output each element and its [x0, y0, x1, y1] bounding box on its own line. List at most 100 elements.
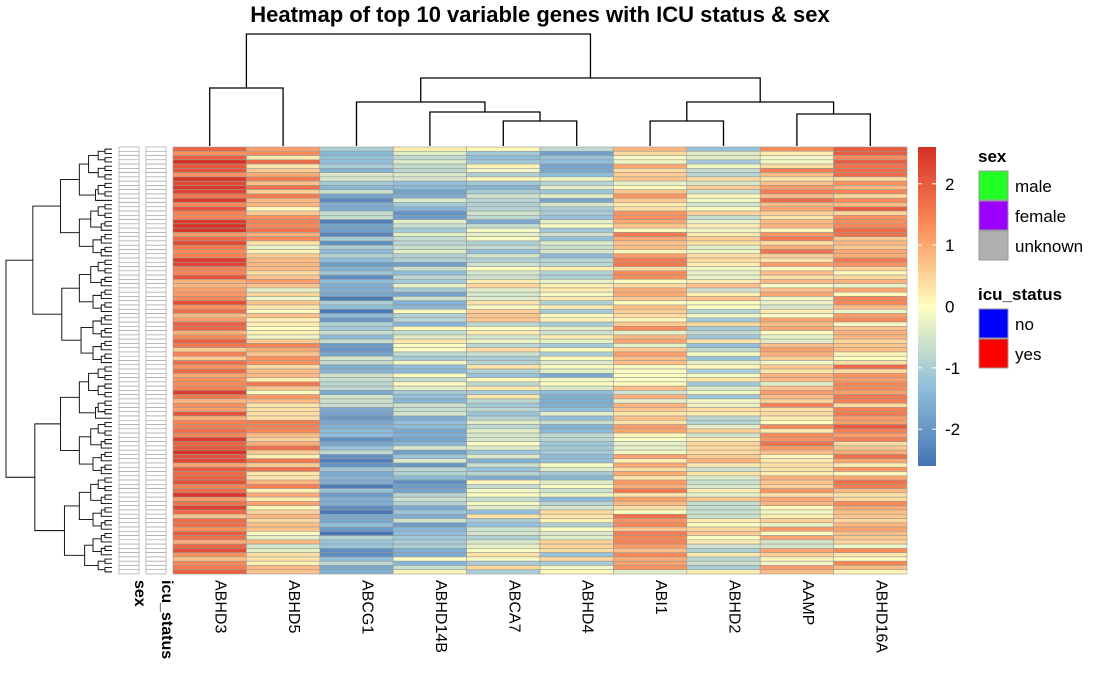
annotation-cell-sex — [118, 360, 140, 366]
heatmap-cell — [172, 402, 247, 408]
heatmap-cell — [246, 381, 321, 387]
heatmap-cell — [172, 526, 247, 532]
annotation-cell-icu_status — [145, 424, 167, 430]
annotation-cell-sex — [118, 313, 140, 319]
heatmap-cell — [319, 172, 394, 178]
heatmap-cell — [686, 355, 761, 361]
heatmap-cell — [246, 530, 321, 536]
heatmap-cell — [539, 321, 614, 327]
heatmap-cell — [686, 454, 761, 460]
annotation-cell-icu_status — [145, 338, 167, 344]
heatmap-cell — [466, 193, 541, 199]
annotation-cell-icu_status — [145, 373, 167, 378]
heatmap-cell — [759, 193, 834, 199]
heatmap-cell — [246, 176, 321, 182]
dendrogram-branch — [104, 451, 112, 458]
annotation-cell-icu_status — [145, 253, 167, 259]
heatmap-cell — [759, 159, 834, 165]
heatmap-cell — [833, 428, 908, 434]
heatmap-cell — [759, 501, 834, 506]
heatmap-cell — [833, 330, 908, 336]
scale-tick-label: 0 — [945, 298, 954, 317]
heatmap-cell — [466, 411, 541, 417]
annotation-cell-sex — [118, 223, 140, 229]
annotation-cell-icu_status — [145, 210, 167, 216]
heatmap-cell — [539, 355, 614, 361]
heatmap-cell — [759, 398, 834, 404]
heatmap-cell — [319, 530, 394, 536]
heatmap-cell — [833, 381, 908, 387]
heatmap-cell — [613, 300, 688, 306]
annotation-cell-sex — [118, 377, 140, 383]
heatmap-cell — [246, 432, 321, 438]
heatmap-cell — [613, 296, 688, 302]
heatmap-cell — [613, 539, 688, 545]
heatmap-cell — [759, 270, 834, 276]
heatmap-cell — [392, 548, 467, 553]
heatmap-cell — [392, 513, 467, 519]
heatmap-cell — [613, 334, 688, 340]
heatmap-cell — [686, 496, 761, 502]
heatmap-cell — [246, 236, 321, 242]
heatmap-cell — [759, 274, 834, 280]
heatmap-cell — [833, 484, 908, 489]
heatmap-cell — [466, 530, 541, 536]
heatmap-cell — [539, 496, 614, 502]
heatmap-cell — [392, 257, 467, 263]
legend-label: female — [1015, 207, 1066, 226]
annotation-cell-sex — [118, 390, 140, 395]
heatmap-cell — [319, 543, 394, 549]
heatmap-cell — [759, 206, 834, 212]
dendrogram-branch — [100, 236, 112, 244]
annotation-cell-sex — [118, 338, 140, 344]
heatmap-cell — [539, 326, 614, 331]
heatmap-cell — [392, 475, 467, 481]
dendrogram-branch — [100, 291, 112, 300]
heatmap-cell — [246, 518, 321, 524]
heatmap-cell — [319, 428, 394, 434]
annotation-cell-sex — [118, 539, 140, 545]
heatmap-cell — [613, 364, 688, 370]
heatmap-cell — [833, 530, 908, 536]
heatmap-cell — [172, 394, 247, 400]
heatmap-cell — [833, 219, 908, 225]
heatmap-cell — [833, 355, 908, 361]
annotation-cell-sex — [118, 330, 140, 336]
heatmap-cell — [319, 334, 394, 340]
heatmap-cell — [833, 390, 908, 395]
heatmap-cell — [246, 313, 321, 319]
heatmap-cell — [539, 338, 614, 344]
heatmap-cell — [686, 428, 761, 434]
heatmap-cell — [246, 155, 321, 161]
heatmap-cell — [466, 283, 541, 289]
heatmap-cell — [686, 373, 761, 378]
heatmap-cell — [466, 279, 541, 284]
heatmap-cell — [613, 155, 688, 161]
heatmap-cell — [466, 317, 541, 323]
heatmap-cell — [539, 313, 614, 319]
heatmap-cell — [172, 180, 247, 186]
heatmap-cell — [539, 266, 614, 272]
heatmap-cell — [392, 334, 467, 340]
heatmap-cell — [686, 377, 761, 383]
dendrogram-branch — [104, 532, 112, 539]
heatmap-cell — [466, 351, 541, 357]
heatmap-cell — [172, 407, 247, 413]
heatmap-cell — [613, 313, 688, 319]
heatmap-cell — [319, 159, 394, 165]
heatmap-cell — [759, 291, 834, 297]
heatmap-cell — [392, 565, 467, 571]
heatmap-cell — [392, 390, 467, 395]
heatmap-cell — [392, 441, 467, 447]
heatmap-cell — [246, 223, 321, 229]
heatmap-cell — [466, 347, 541, 353]
heatmap-cell — [392, 279, 467, 284]
heatmap-cell — [172, 210, 247, 216]
heatmap-cell — [466, 419, 541, 425]
heatmap-cell — [246, 206, 321, 212]
heatmap-cell — [466, 249, 541, 255]
heatmap-cell — [539, 402, 614, 408]
heatmap-cell — [392, 185, 467, 190]
heatmap-cell — [686, 492, 761, 498]
heatmap-cell — [686, 287, 761, 293]
